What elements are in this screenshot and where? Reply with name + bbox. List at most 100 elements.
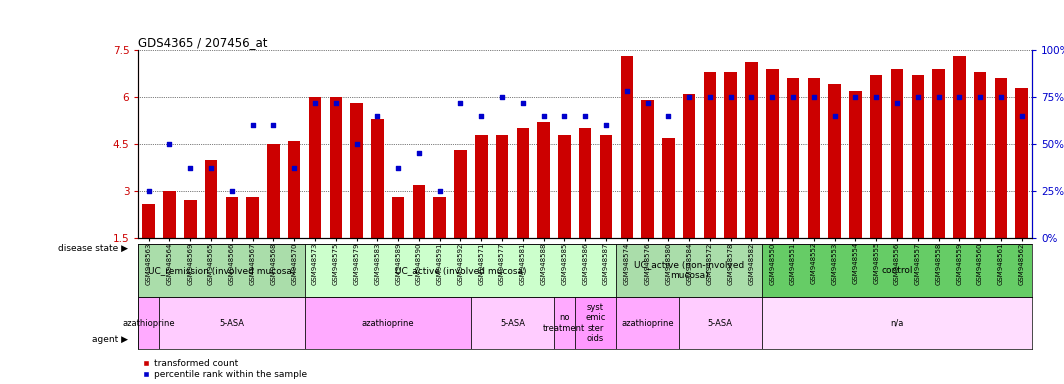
Bar [870, 75, 882, 238]
Bar [163, 191, 176, 238]
Text: GDS4365 / 207456_at: GDS4365 / 207456_at [138, 36, 268, 49]
Point [494, 94, 511, 100]
Bar [1015, 88, 1028, 238]
Bar [600, 135, 612, 238]
Bar [537, 122, 550, 238]
Text: azathioprine: azathioprine [122, 319, 174, 328]
Bar [579, 128, 592, 238]
Point [577, 113, 594, 119]
Bar [184, 200, 197, 238]
Point [993, 94, 1010, 100]
Point [971, 94, 988, 100]
Bar [247, 197, 259, 238]
Legend: transformed count, percentile rank within the sample: transformed count, percentile rank withi… [143, 359, 306, 379]
Bar [891, 69, 903, 238]
Point [161, 141, 178, 147]
Point [784, 94, 801, 100]
Bar [762, 244, 1032, 297]
Bar [725, 72, 737, 238]
Point [888, 99, 905, 106]
Point [701, 94, 718, 100]
Point [598, 122, 615, 128]
Point [764, 94, 781, 100]
Bar [829, 84, 841, 238]
Bar [786, 78, 799, 238]
Point [618, 88, 635, 94]
Point [722, 94, 739, 100]
Point [223, 188, 240, 194]
Point [555, 113, 572, 119]
Bar [205, 160, 217, 238]
Bar [849, 91, 862, 238]
Text: no
treatment: no treatment [544, 313, 585, 333]
Text: UC_remission (involved mucosa): UC_remission (involved mucosa) [148, 266, 295, 275]
Point [306, 99, 323, 106]
Point [660, 113, 677, 119]
Bar [642, 100, 653, 238]
Point [1013, 113, 1030, 119]
Text: 5-ASA: 5-ASA [219, 319, 245, 328]
Point [472, 113, 489, 119]
Bar [475, 135, 487, 238]
Bar [517, 128, 529, 238]
Bar [554, 297, 575, 349]
Text: azathioprine: azathioprine [621, 319, 674, 328]
Bar [575, 297, 616, 349]
Text: n/a: n/a [891, 319, 903, 328]
Text: UC_active (non-involved
mucosa): UC_active (non-involved mucosa) [634, 260, 744, 280]
Bar [138, 244, 304, 297]
Point [348, 141, 365, 147]
Point [743, 94, 760, 100]
Point [265, 122, 282, 128]
Bar [350, 103, 363, 238]
Text: agent ▶: agent ▶ [92, 335, 128, 344]
Bar [912, 75, 924, 238]
Bar [616, 297, 679, 349]
Bar [454, 150, 467, 238]
Bar [226, 197, 238, 238]
Bar [288, 141, 300, 238]
Point [535, 113, 552, 119]
Bar [160, 297, 304, 349]
Bar [496, 135, 509, 238]
Bar [679, 297, 762, 349]
Text: UC_active (involved mucosa): UC_active (involved mucosa) [395, 266, 527, 275]
Point [639, 99, 656, 106]
Point [951, 94, 968, 100]
Bar [683, 94, 696, 238]
Bar [371, 119, 384, 238]
Bar [620, 56, 633, 238]
Point [286, 166, 303, 172]
Point [452, 99, 469, 106]
Point [140, 188, 157, 194]
Bar [392, 197, 404, 238]
Text: disease state ▶: disease state ▶ [57, 244, 128, 253]
Bar [703, 72, 716, 238]
Point [681, 94, 698, 100]
Point [431, 188, 448, 194]
Text: azathioprine: azathioprine [362, 319, 414, 328]
Point [514, 99, 531, 106]
Bar [808, 78, 820, 238]
Point [328, 99, 345, 106]
Bar [471, 297, 554, 349]
Bar [267, 144, 280, 238]
Bar [766, 69, 779, 238]
Bar [762, 297, 1032, 349]
Bar [662, 138, 675, 238]
Point [930, 94, 947, 100]
Bar [559, 135, 570, 238]
Bar [995, 78, 1008, 238]
Bar [304, 244, 616, 297]
Point [411, 151, 428, 157]
Point [389, 166, 406, 172]
Text: syst
emic
ster
oids: syst emic ster oids [585, 303, 605, 343]
Bar [330, 97, 342, 238]
Bar [616, 244, 762, 297]
Bar [433, 197, 446, 238]
Point [369, 113, 386, 119]
Bar [138, 297, 160, 349]
Point [910, 94, 927, 100]
Text: 5-ASA: 5-ASA [708, 319, 733, 328]
Text: control: control [881, 266, 913, 275]
